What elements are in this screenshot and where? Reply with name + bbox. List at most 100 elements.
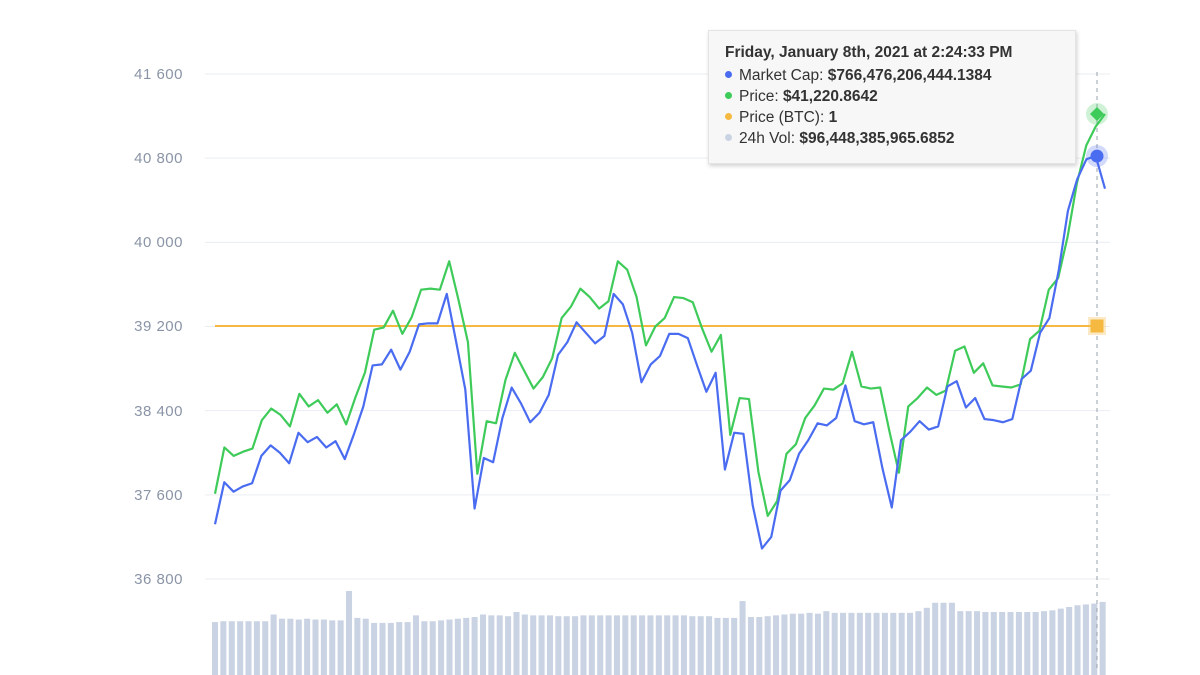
tooltip-value: $96,448,385,965.6852 — [799, 130, 955, 147]
y-tick-label: 40 000 — [134, 234, 183, 251]
volume-bar — [655, 615, 662, 675]
y-tick-label: 38 400 — [134, 403, 183, 420]
market-cap-dot-icon — [725, 71, 732, 79]
volume-bar — [1082, 604, 1089, 675]
volume-bar — [396, 622, 403, 675]
volume-bar — [1066, 606, 1073, 675]
y-axis: 36 800 37 600 38 400 39 200 40 000 40 80… — [134, 66, 183, 588]
market-cap-series — [213, 154, 1107, 550]
y-tick-label: 41 600 — [134, 66, 183, 83]
volume-bar — [756, 617, 763, 675]
volume-bar — [295, 619, 302, 675]
volume-bar — [739, 601, 746, 675]
volume-bar — [622, 615, 629, 675]
volume-bar — [496, 615, 503, 675]
price-marker-diamond — [1090, 106, 1104, 121]
volume-bar — [940, 602, 947, 675]
volume-bar — [1099, 601, 1106, 675]
volume-bar — [212, 622, 219, 675]
volume-bar — [429, 621, 436, 675]
volume-bar — [781, 614, 788, 675]
volume-bar — [1032, 612, 1039, 675]
volume-bar — [546, 615, 553, 675]
tooltip-label: Market Cap: — [739, 67, 828, 84]
volume-bar — [312, 619, 319, 675]
volume-bar — [1015, 612, 1022, 675]
hover-tooltip: Friday, January 8th, 2021 at 2:24:33 PM … — [708, 30, 1076, 164]
volume-bar — [848, 612, 855, 675]
volume-bar — [329, 620, 336, 675]
volume-bar — [278, 618, 286, 675]
volume-bar — [220, 621, 227, 675]
volume-bar — [647, 615, 654, 675]
tooltip-row-market-cap: Market Cap: $766,476,206,444.1384 — [725, 65, 1075, 86]
volume-bar — [806, 612, 813, 675]
volume-bar — [965, 611, 972, 675]
volume-bar — [840, 612, 847, 675]
y-tick-label: 36 800 — [134, 571, 183, 588]
volume-bar — [580, 615, 587, 675]
volume-bar — [923, 607, 930, 675]
volume-bar — [337, 620, 344, 675]
tooltip-value: 1 — [828, 109, 838, 126]
volume-bar — [454, 618, 461, 675]
volume-bar — [471, 617, 478, 675]
volume-bar — [446, 619, 453, 675]
volume-bar — [287, 618, 294, 675]
y-tick-label: 39 200 — [134, 318, 183, 335]
volume-bar — [245, 621, 252, 675]
volume-bar — [881, 612, 888, 675]
volume-bar — [672, 615, 679, 675]
volume-bar — [262, 621, 269, 675]
volume-bar — [1007, 612, 1014, 675]
volume-bar — [345, 591, 353, 675]
volume-bar — [898, 612, 905, 675]
volume-bar — [999, 612, 1006, 675]
tooltip-row-price-btc: Price (BTC): 1 — [725, 107, 1075, 128]
volume-bar — [354, 617, 361, 675]
volume-bar — [563, 616, 570, 675]
volume-bar — [438, 620, 445, 675]
price-line — [213, 113, 1106, 517]
tooltip-row-price: Price: $41,220.8642 — [725, 86, 1075, 107]
volume-bar — [521, 614, 528, 675]
volume-bar — [253, 621, 260, 675]
volume-bar — [572, 616, 579, 675]
volume-bar — [237, 621, 244, 675]
tooltip-row-volume: 24h Vol: $96,448,385,965.6852 — [725, 128, 1075, 149]
volume-bar — [387, 622, 394, 675]
volume-bar — [823, 611, 830, 675]
volume-bar — [1057, 608, 1064, 675]
volume-bar — [789, 613, 796, 675]
volume-bar — [831, 612, 838, 675]
volume-bar — [479, 614, 486, 675]
price-btc-marker-square — [1090, 319, 1104, 333]
volume-bar — [1024, 612, 1031, 675]
volume-bar — [588, 615, 595, 675]
volume-bar — [680, 615, 687, 675]
volume-bar — [974, 611, 981, 675]
y-tick-label: 37 600 — [134, 487, 183, 504]
volume-bar — [664, 615, 671, 675]
volume-bar — [689, 616, 696, 675]
volume-bar — [706, 616, 713, 675]
tooltip-title: Friday, January 8th, 2021 at 2:24:33 PM — [725, 44, 1013, 61]
tooltip-value: $41,220.8642 — [782, 88, 878, 105]
hover-markers — [1086, 102, 1108, 335]
volume-bar — [605, 615, 612, 675]
volume-bar — [697, 616, 704, 675]
volume-bar — [228, 621, 235, 675]
volume-bar — [630, 615, 637, 675]
volume-bar — [412, 615, 419, 675]
volume-bar — [714, 617, 721, 675]
volume-bar — [639, 615, 646, 675]
volume-bar — [773, 615, 780, 675]
volume-bar — [270, 614, 277, 675]
volume-bar — [932, 602, 939, 675]
volume-bar — [1091, 603, 1098, 675]
volume-bar — [982, 612, 989, 675]
volume-bar — [379, 622, 386, 675]
tooltip-label: Price: — [739, 88, 783, 105]
volume-bar — [798, 613, 805, 675]
